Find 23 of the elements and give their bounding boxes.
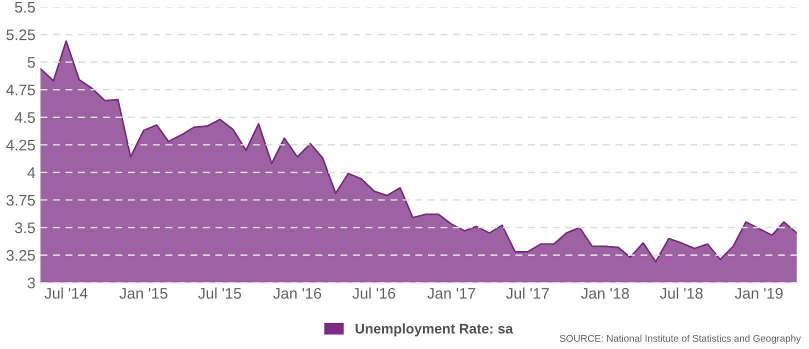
y-tick-label: 4.75 (6, 84, 35, 96)
y-tick-label: 5 (28, 57, 35, 68)
y-tick-label: 4 (27, 167, 36, 178)
y-tick-label: 5.25 (6, 29, 35, 40)
x-tick-label: Jul '17 (506, 288, 549, 299)
source-note: SOURCE: National Institute of Statistics and Geography (560, 334, 801, 344)
y-tick-label: 4.5 (14, 112, 35, 123)
y-tick-label: 3.5 (14, 222, 35, 234)
x-tick-label: Jul '18 (660, 288, 703, 299)
x-tick-label: Jul '15 (198, 288, 242, 299)
legend-label: Unemployment Rate: sa (356, 323, 514, 336)
x-tick-label: Jul '14 (44, 288, 88, 299)
y-tick-label: 4.25 (6, 140, 35, 151)
x-tick-label: Jul '16 (352, 288, 396, 299)
x-tick-label: Jan '19 (734, 288, 783, 299)
x-tick-label: Jan '16 (273, 288, 322, 299)
y-tick-label: 5.5 (14, 2, 35, 13)
x-tick-label: Jan '17 (427, 288, 476, 299)
y-tick-label: 3.75 (6, 194, 35, 206)
x-tick-label: Jan '18 (581, 288, 629, 299)
y-tick-label: 3 (28, 278, 35, 288)
y-tick-label: 3.25 (6, 250, 35, 261)
x-tick-label: Jan '15 (119, 288, 168, 299)
